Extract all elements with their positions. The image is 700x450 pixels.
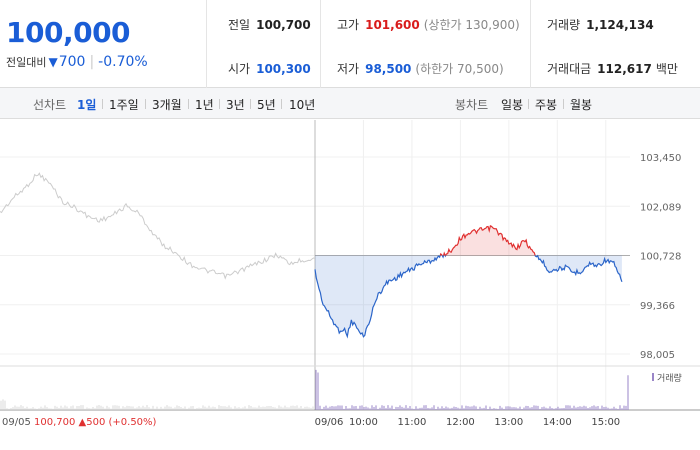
fill-areas (315, 225, 622, 337)
period-1w[interactable]: 1주일 (109, 98, 139, 112)
y-axis-ticks: 103,450 102,089 100,728 99,366 98,005 (640, 153, 681, 361)
x-tick-label: 09/06 (315, 417, 344, 428)
x-tick-label: 12:00 (446, 417, 475, 428)
down-price-line (314, 255, 441, 339)
up-price-line (445, 225, 536, 256)
prev-day-change: 500 (86, 417, 108, 428)
prev-day-summary: 09/05 100,700 ▲500 (+0.50%) (2, 417, 157, 428)
volume-legend-label: 거래량 (657, 372, 682, 384)
change-row: 전일대비 ▼700 | -0.70% (6, 54, 148, 70)
open-value: 100,300 (256, 62, 311, 76)
y-tick-label: 98,005 (640, 350, 675, 361)
chart-grid (0, 120, 630, 410)
toolbar-divider (563, 99, 564, 109)
down-triangle-icon: ▼ (48, 55, 58, 69)
y-tick-label: 100,728 (640, 252, 681, 263)
y-tick-label: 103,450 (640, 153, 681, 164)
prev-day-close: 100,700 ▲ (34, 417, 87, 428)
prev-day-change-pct: (+0.50%) (109, 417, 157, 428)
low-price: 저가 98,500 (하한가 70,500) (337, 60, 504, 77)
prev-close-value: 100,700 (256, 18, 311, 32)
current-price: 100,000 (6, 16, 131, 49)
candle-chart-label: 봉차트 (455, 98, 489, 112)
period-3m[interactable]: 3개월 (152, 98, 182, 112)
change-percent: -0.70% (98, 54, 148, 70)
turnover-value: 112,617 (597, 62, 652, 76)
price-box: 100,000 전일대비 ▼700 | -0.70% (0, 0, 207, 88)
high-label: 고가 (337, 18, 360, 32)
low-value: 98,500 (365, 62, 412, 76)
x-tick-label: 13:00 (494, 417, 523, 428)
quote-panel: 100,000 전일대비 ▼700 | -0.70% 전일 100,700 시가 100,… (0, 0, 700, 88)
price-lines (0, 172, 623, 339)
period-1y[interactable]: 1년 (195, 98, 214, 112)
x-tick-label: 10:00 (349, 417, 378, 428)
x-tick-label: 15:00 (591, 417, 620, 428)
prev-close-label: 전일 (228, 18, 251, 32)
y-tick-label: 99,366 (640, 301, 675, 312)
period-5y[interactable]: 5년 (257, 98, 276, 112)
lower-limit: (하한가 70,500) (415, 62, 504, 76)
volume-label: 거래량 (547, 18, 581, 32)
candle-weekly[interactable]: 주봉 (535, 98, 558, 112)
toolbar-divider (250, 99, 251, 109)
x-tick-label: 14:00 (543, 417, 572, 428)
quote-divider (320, 0, 321, 88)
toolbar-divider (281, 99, 282, 109)
period-3y[interactable]: 3년 (226, 98, 245, 112)
y-tick-label: 102,089 (640, 202, 681, 213)
line-chart-label: 선차트 (33, 98, 67, 112)
volume: 거래량 1,124,134 (547, 16, 654, 33)
candle-monthly[interactable]: 월봉 (570, 98, 593, 112)
turnover-label: 거래대금 (547, 62, 592, 76)
high-value: 101,600 (365, 18, 420, 32)
x-axis-ticks: 09/06 10:00 11:00 12:00 13:00 14:00 15:00 (315, 417, 621, 428)
quote-divider (530, 0, 531, 88)
toolbar-divider (528, 99, 529, 109)
up-fill-area (445, 225, 536, 256)
toolbar-divider (219, 99, 220, 109)
period-10y[interactable]: 10년 (289, 98, 316, 112)
x-tick-label: 11:00 (398, 417, 427, 428)
toolbar-divider (188, 99, 189, 109)
prev-close: 전일 100,700 (228, 16, 311, 33)
down-price-line (534, 254, 623, 283)
down-fill-area (315, 255, 441, 337)
change-label: 전일대비 (6, 56, 47, 69)
change-amount: 700 (58, 54, 86, 70)
volume-value: 1,124,134 (586, 18, 654, 32)
price-chart[interactable]: 103,450 102,089 100,728 99,366 98,005 거래량 09… (0, 120, 700, 450)
toolbar-divider (145, 99, 146, 109)
low-label: 저가 (337, 62, 360, 76)
high-price: 고가 101,600 (상한가 130,900) (337, 16, 520, 33)
toolbar-divider (102, 99, 103, 109)
up-price-line (442, 251, 446, 256)
down-price-line (441, 255, 445, 259)
period-1d[interactable]: 1일 (77, 98, 97, 112)
volume-bars: 거래량 (0, 365, 700, 411)
volume-legend-swatch (652, 373, 654, 381)
open-label: 시가 (228, 62, 251, 76)
chart-footer: 09/05 100,700 ▲500 (+0.50%) (2, 417, 157, 428)
turnover: 거래대금 112,617 백만 (547, 60, 678, 77)
change-separator: | (89, 54, 95, 70)
upper-limit: (상한가 130,900) (423, 18, 520, 32)
turnover-unit: 백만 (655, 62, 678, 76)
prev-day-line (0, 172, 316, 280)
prev-day-date: 09/05 (2, 417, 34, 428)
up-price-line (439, 252, 443, 256)
down-fill-area (535, 255, 622, 282)
candle-daily[interactable]: 일봉 (501, 98, 524, 112)
open-price: 시가 100,300 (228, 60, 311, 77)
chart-toolbar: 선차트 1일 1주일 3개월 1년 3년 5년 10년 봉차트 일봉 주봉 월봉 (0, 88, 700, 119)
